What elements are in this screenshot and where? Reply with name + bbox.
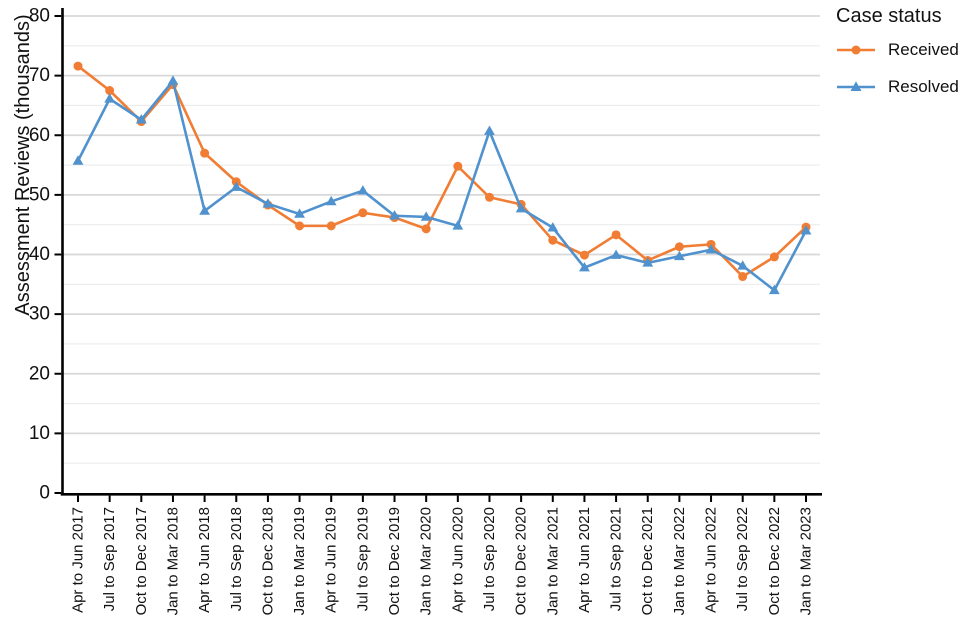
legend-label-received: Received bbox=[888, 40, 959, 59]
legend-item-resolved: Resolved bbox=[836, 77, 960, 96]
svg-text:Jan to Mar 2020: Jan to Mar 2020 bbox=[418, 507, 435, 615]
resolved-line-marker-icon bbox=[837, 81, 875, 91]
svg-text:Jan to Mar 2023: Jan to Mar 2023 bbox=[798, 507, 815, 615]
svg-text:Oct to Dec 2021: Oct to Dec 2021 bbox=[639, 507, 656, 615]
svg-text:Jan to Mar 2019: Jan to Mar 2019 bbox=[291, 507, 308, 615]
received-line-marker-icon bbox=[837, 45, 875, 55]
svg-text:Jan to Mar 2022: Jan to Mar 2022 bbox=[671, 507, 688, 615]
svg-text:10: 10 bbox=[29, 423, 50, 444]
svg-text:Oct to Dec 2020: Oct to Dec 2020 bbox=[513, 507, 530, 615]
svg-text:Apr to Jun 2017: Apr to Jun 2017 bbox=[70, 507, 87, 613]
svg-text:40: 40 bbox=[29, 244, 50, 265]
svg-text:80: 80 bbox=[29, 6, 50, 27]
svg-text:Jul to Sep 2021: Jul to Sep 2021 bbox=[608, 507, 625, 611]
svg-text:50: 50 bbox=[29, 184, 50, 205]
svg-text:Oct to Dec 2018: Oct to Dec 2018 bbox=[259, 507, 276, 615]
svg-text:70: 70 bbox=[29, 65, 50, 86]
svg-text:Apr to Jun 2018: Apr to Jun 2018 bbox=[196, 507, 213, 613]
svg-text:Jan to Mar 2018: Jan to Mar 2018 bbox=[164, 507, 181, 615]
svg-text:Jan to Mar 2021: Jan to Mar 2021 bbox=[544, 507, 561, 615]
svg-text:20: 20 bbox=[29, 363, 50, 384]
svg-text:Oct to Dec 2022: Oct to Dec 2022 bbox=[766, 507, 783, 615]
svg-text:Apr to Jun 2020: Apr to Jun 2020 bbox=[449, 507, 466, 613]
svg-text:60: 60 bbox=[29, 125, 50, 146]
svg-text:30: 30 bbox=[29, 304, 50, 325]
svg-text:Jul to Sep 2020: Jul to Sep 2020 bbox=[481, 507, 498, 611]
svg-text:Jul to Sep 2019: Jul to Sep 2019 bbox=[354, 507, 371, 611]
legend-item-received: Received bbox=[836, 40, 960, 59]
svg-text:Oct to Dec 2017: Oct to Dec 2017 bbox=[133, 507, 150, 615]
y-axis-title: Assessment Reviews (thousands) bbox=[12, 14, 34, 316]
svg-text:Oct to Dec 2019: Oct to Dec 2019 bbox=[386, 507, 403, 615]
svg-text:Jul to Sep 2022: Jul to Sep 2022 bbox=[734, 507, 751, 611]
legend: Case status Received Resolved bbox=[836, 4, 960, 96]
svg-text:Apr to Jun 2021: Apr to Jun 2021 bbox=[576, 507, 593, 613]
svg-text:Jul to Sep 2018: Jul to Sep 2018 bbox=[228, 507, 245, 611]
svg-text:0: 0 bbox=[39, 483, 50, 504]
svg-text:Jul to Sep 2017: Jul to Sep 2017 bbox=[101, 507, 118, 611]
legend-label-resolved: Resolved bbox=[888, 77, 959, 96]
svg-text:Apr to Jun 2022: Apr to Jun 2022 bbox=[703, 507, 720, 613]
legend-title: Case status bbox=[836, 5, 942, 27]
svg-text:Apr to Jun 2019: Apr to Jun 2019 bbox=[323, 507, 340, 613]
